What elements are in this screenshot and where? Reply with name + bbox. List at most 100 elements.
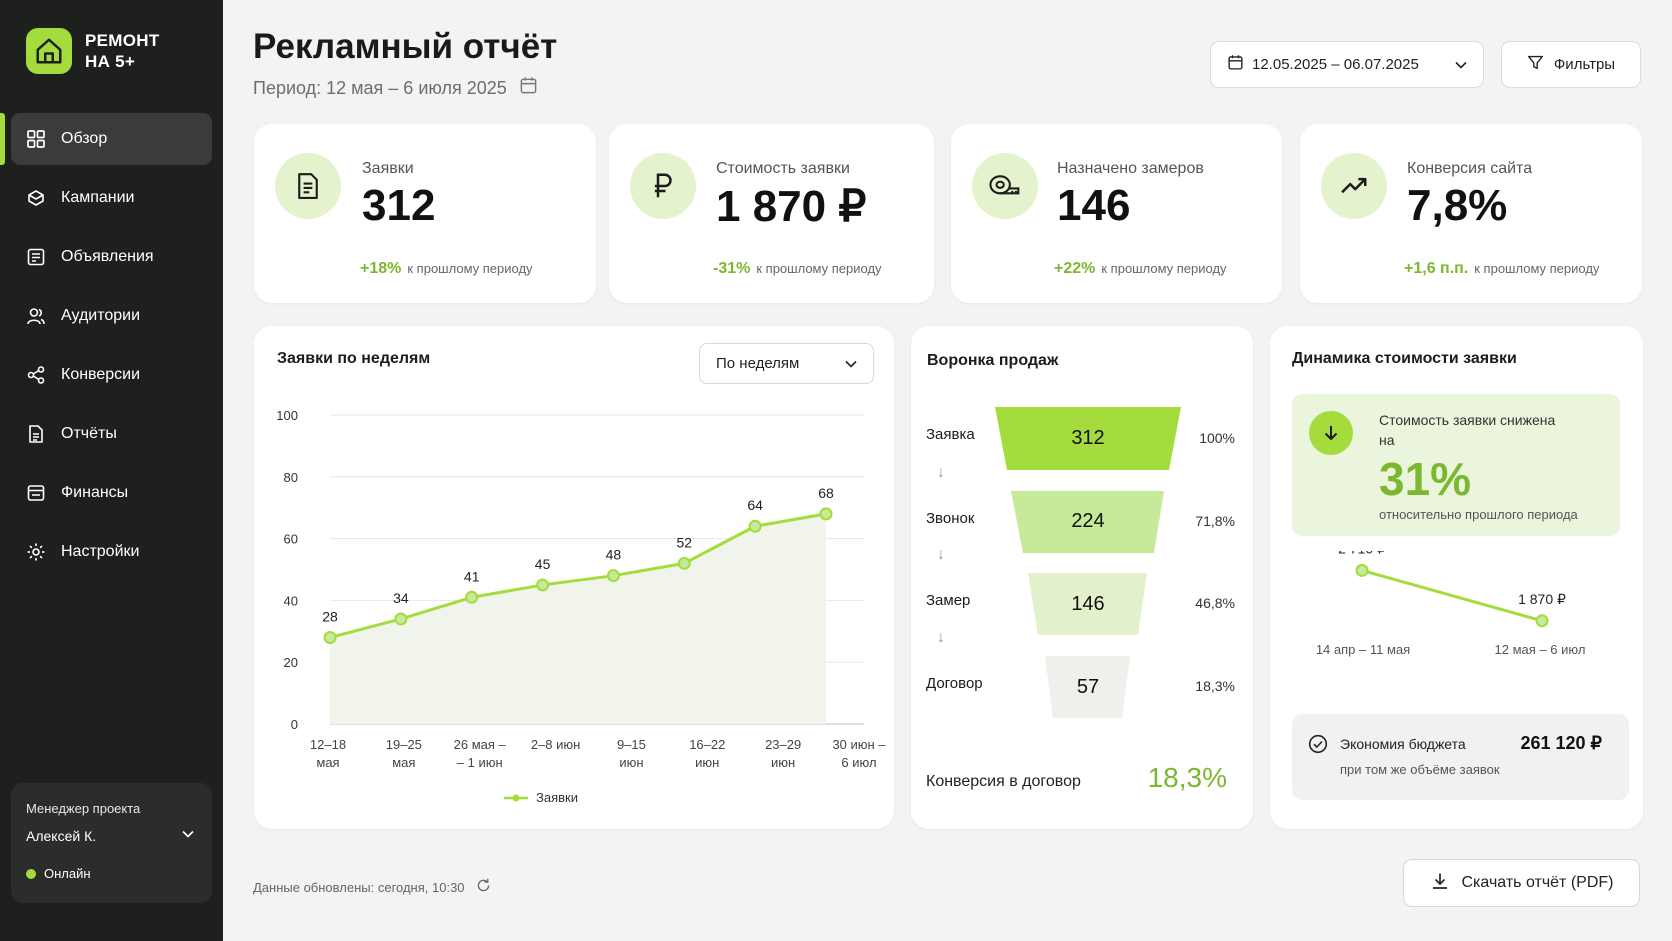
sidebar-item-ads[interactable]: Объявления	[11, 231, 212, 283]
page-title: Рекламный отчёт	[253, 27, 558, 66]
kpi-value: 146	[1057, 181, 1131, 230]
kpi-label: Стоимость заявки	[716, 160, 850, 177]
data-label: 45	[535, 556, 551, 572]
data-point[interactable]	[536, 578, 550, 592]
weekly-leads-card: Заявки по неделям По неделям 0 20 40 60 80 10…	[254, 326, 894, 829]
savings-subtext: при том же объёме заявок	[1340, 762, 1500, 777]
x-tick-label: 19–25	[386, 737, 422, 752]
brand-logo[interactable]: РЕМОНТ НА 5+	[26, 28, 160, 74]
sidebar-item-label: Финансы	[61, 484, 129, 501]
arrow-down-icon	[1309, 411, 1353, 455]
sidebar: РЕМОНТ НА 5+ Обзор Кампании Объявления А…	[0, 0, 223, 941]
y-tick-label: 100	[276, 408, 298, 423]
kpi-delta: +1,6 п.п. к прошлому периоду	[1404, 260, 1599, 278]
sidebar-item-campaigns[interactable]: Кампании	[11, 172, 212, 224]
cost-dynamics-chart: 2 710 ₽ 14 апр – 11 мая 1 870 ₽ 12 мая – 6 …	[1316, 551, 1586, 657]
data-point[interactable]	[677, 556, 691, 570]
funnel-stage-label: Звонок	[926, 510, 975, 527]
sidebar-item-conversions[interactable]: Конверсии	[11, 349, 212, 401]
house-icon	[26, 28, 72, 74]
kpi-delta-note: к прошлому периоду	[407, 261, 533, 276]
ad-icon	[25, 246, 47, 268]
data-point[interactable]	[394, 612, 408, 626]
kpi-delta: -31% к прошлому периоду	[713, 260, 882, 278]
cost-reduction-highlight: Стоимость заявки снижена на 31% относите…	[1292, 394, 1620, 536]
sidebar-item-reports[interactable]: Отчёты	[11, 408, 212, 460]
calendar-icon	[1227, 54, 1244, 75]
report-icon	[25, 423, 47, 445]
users-icon	[25, 305, 47, 327]
data-label: 68	[818, 485, 834, 501]
x-tick-label: 16–22	[689, 737, 725, 752]
dynamics-point[interactable]	[1535, 614, 1549, 628]
x-tick-label: 26 мая –	[454, 737, 507, 752]
download-pdf-button[interactable]: Скачать отчёт (PDF)	[1403, 859, 1640, 907]
funnel-stage-pct: 46,8%	[1195, 595, 1235, 611]
x-tick-label: 2–8 июн	[531, 737, 581, 752]
arrow-down-icon: ↓	[937, 464, 945, 481]
calendar-icon[interactable]	[519, 76, 538, 100]
select-value: По неделям	[716, 355, 800, 372]
data-point[interactable]	[748, 519, 762, 533]
download-label: Скачать отчёт (PDF)	[1461, 874, 1614, 891]
funnel-bar-measure[interactable]	[1028, 573, 1147, 635]
wallet-icon	[25, 482, 47, 504]
project-manager-card[interactable]: Менеджер проекта Алексей К. Онлайн	[11, 783, 212, 903]
kpi-delta-note: к прошлому периоду	[756, 261, 882, 276]
data-point[interactable]	[323, 630, 337, 644]
chevron-down-icon	[1455, 56, 1467, 73]
conversion-label: Конверсия в договор	[926, 773, 1081, 790]
series-line	[329, 512, 827, 639]
period-subtitle: Период: 12 мая – 6 июля 2025	[253, 76, 538, 100]
manager-status-text: Онлайн	[44, 866, 91, 881]
x-tick-label: июн	[619, 755, 643, 770]
gear-icon	[25, 541, 47, 563]
highlight-subtext: относительно прошлого периода	[1379, 507, 1578, 522]
funnel-title: Воронка продаж	[927, 352, 1059, 369]
kpi-card-leads: Заявки 312 +18% к прошлому периоду	[254, 124, 596, 303]
funnel-bar-lead[interactable]	[995, 407, 1181, 470]
kpi-value: 312	[362, 181, 436, 230]
date-range-picker[interactable]: 12.05.2025 – 06.07.2025	[1210, 41, 1484, 88]
kpi-label: Назначено замеров	[1057, 160, 1204, 177]
tape-measure-icon	[972, 153, 1038, 219]
data-point[interactable]	[606, 569, 620, 583]
budget-savings-box: Экономия бюджета 261 120 ₽ при том же об…	[1292, 714, 1629, 800]
cost-dynamics-card: Динамика стоимости заявки Стоимость заяв…	[1270, 326, 1643, 829]
last-updated-text: Данные обновлены: сегодня, 10:30	[253, 879, 465, 895]
funnel-bar-call[interactable]	[1011, 491, 1164, 553]
y-tick-label: 80	[284, 470, 298, 485]
highlight-value: 31%	[1379, 453, 1472, 505]
grid-icon	[25, 128, 47, 150]
kpi-delta-value: -31%	[713, 260, 751, 277]
kpi-delta-value: +18%	[360, 260, 402, 277]
kpi-value: 1 870 ₽	[716, 182, 867, 231]
x-tick-label: 23–29	[765, 737, 801, 752]
sidebar-item-overview[interactable]: Обзор	[0, 113, 212, 165]
funnel-stage-label: Заявка	[926, 426, 975, 443]
funnel-stage-pct: 100%	[1199, 430, 1235, 446]
funnel-shapes	[995, 407, 1181, 718]
period-grouping-select[interactable]: По неделям	[699, 343, 874, 384]
sidebar-item-audiences[interactable]: Аудитории	[11, 290, 212, 342]
data-point[interactable]	[465, 590, 479, 604]
funnel-stage-label: Договор	[926, 675, 983, 692]
sidebar-item-settings[interactable]: Настройки	[11, 526, 212, 578]
manager-label: Менеджер проекта	[26, 801, 141, 816]
kpi-value: 7,8%	[1407, 181, 1508, 230]
filters-button[interactable]: Фильтры	[1501, 41, 1641, 88]
sidebar-item-label: Кампании	[61, 189, 135, 206]
funnel-stage-pct: 18,3%	[1195, 678, 1235, 694]
refresh-icon[interactable]	[475, 877, 492, 897]
dynamics-point[interactable]	[1355, 563, 1369, 577]
sidebar-item-label: Настройки	[61, 543, 140, 560]
sidebar-item-label: Конверсии	[61, 366, 141, 383]
filter-icon	[1527, 54, 1544, 75]
data-point[interactable]	[819, 507, 833, 521]
sidebar-item-finance[interactable]: Финансы	[11, 467, 212, 519]
funnel-bar-contract[interactable]	[1045, 656, 1130, 718]
kpi-delta: +18% к прошлому периоду	[360, 260, 533, 278]
chevron-down-icon[interactable]	[182, 825, 194, 843]
dynamics-title: Динамика стоимости заявки	[1292, 350, 1517, 367]
x-tick-label: мая	[316, 755, 339, 770]
